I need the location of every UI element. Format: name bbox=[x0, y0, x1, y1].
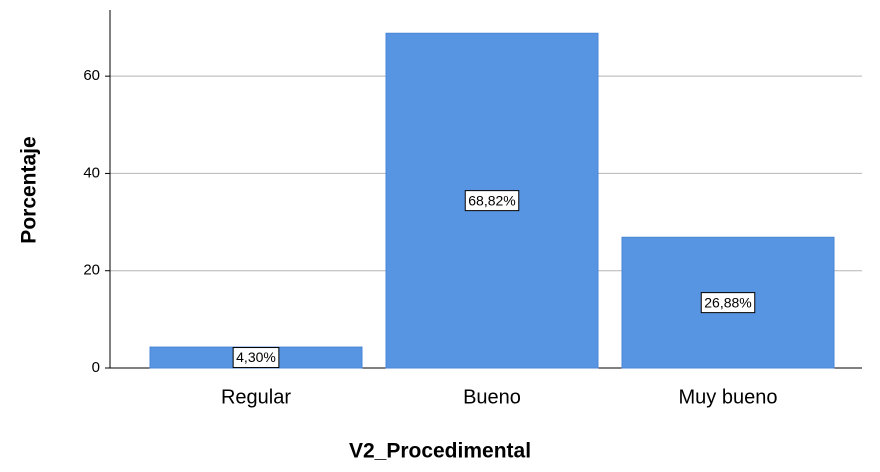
x-tick-label: Bueno bbox=[463, 386, 521, 408]
value-label-box bbox=[232, 347, 280, 369]
x-tick-label: Muy bueno bbox=[679, 386, 778, 408]
y-tick-label: 40 bbox=[83, 164, 100, 181]
value-label: 4,30% bbox=[236, 349, 276, 365]
y-axis-title: Porcentaje bbox=[18, 136, 41, 243]
x-axis-title: V2_Procedimental bbox=[349, 440, 531, 463]
y-tick-label: 0 bbox=[92, 359, 100, 376]
value-label-box bbox=[464, 190, 520, 212]
y-tick-label: 60 bbox=[83, 67, 100, 84]
value-label: 68,82% bbox=[468, 192, 515, 208]
value-label: 26,88% bbox=[704, 294, 751, 310]
value-label-box bbox=[700, 292, 756, 314]
y-tick-label: 20 bbox=[83, 262, 100, 279]
x-tick-label: Regular bbox=[221, 386, 291, 408]
